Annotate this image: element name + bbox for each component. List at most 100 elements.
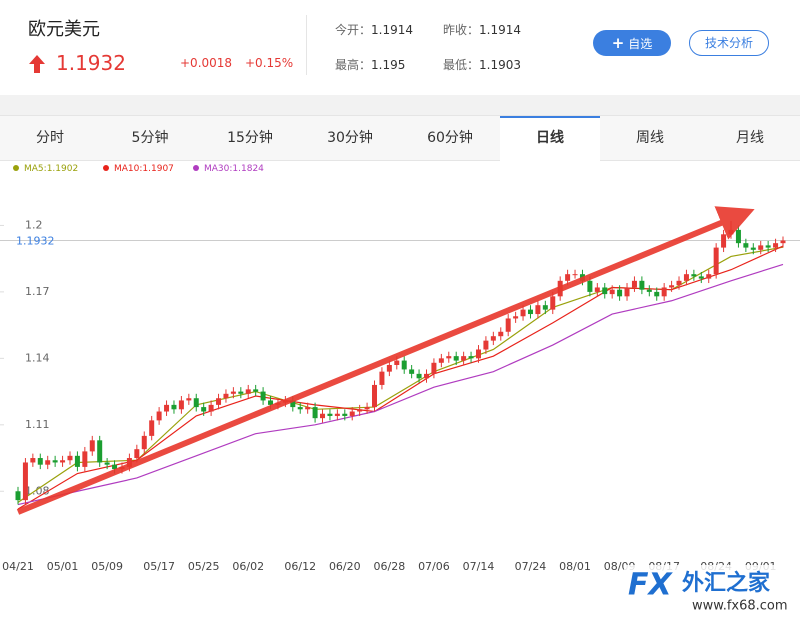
candle-body <box>126 458 132 467</box>
candle-body <box>721 234 727 248</box>
legend-label: MA30:1.1824 <box>204 164 264 174</box>
candle-body <box>624 287 630 297</box>
y-tick-label: 1.17 <box>25 285 50 298</box>
period-tab[interactable]: 周线 <box>600 116 700 161</box>
legend-marker <box>13 165 19 171</box>
legend-name: MA5 <box>24 164 44 174</box>
candle-body <box>572 274 578 276</box>
up-arrow <box>29 55 45 73</box>
trend-arrow <box>16 206 755 515</box>
candle-body <box>15 491 21 501</box>
candle-body <box>431 362 437 374</box>
candle-body <box>735 229 741 244</box>
stat-value: 1.195 <box>371 58 406 72</box>
stat: 今开：1.1914 <box>335 21 413 38</box>
separator <box>306 15 307 75</box>
x-tick-label: 04/21 <box>2 560 34 573</box>
candle-body <box>238 391 244 394</box>
candle-body <box>60 460 66 463</box>
candle-body <box>186 398 192 401</box>
legend-label: MA5:1.1902 <box>24 164 78 174</box>
x-tick-label: 06/02 <box>232 560 264 573</box>
candle-body <box>320 413 326 419</box>
period-tab[interactable]: 分时 <box>0 116 100 161</box>
legend-value: 1.1902 <box>47 164 79 174</box>
current-price: 1.1932 <box>56 51 126 75</box>
candle-body <box>37 458 43 465</box>
candle-body <box>594 287 600 292</box>
candle-body <box>527 309 533 315</box>
x-tick-label: 05/01 <box>47 560 79 573</box>
candle-body <box>52 460 58 463</box>
price-line-label: 1.1932 <box>16 235 55 248</box>
candle-body <box>22 462 28 501</box>
legend-sep: : <box>229 164 232 174</box>
x-tick-label: 08/17 <box>648 560 680 573</box>
candle-body <box>602 287 608 295</box>
candle-body <box>728 229 734 235</box>
candle-body <box>565 274 571 281</box>
candle-body <box>765 245 771 248</box>
stat-value: 1.1914 <box>479 23 522 37</box>
y-tick-label: 1.14 <box>25 351 50 364</box>
candle-body <box>357 409 363 412</box>
analysis-button[interactable]: 技术分析 <box>689 30 769 56</box>
candle-body <box>691 274 697 277</box>
legend-sep: : <box>139 164 142 174</box>
candle-body <box>490 336 496 341</box>
candle-body <box>683 274 689 281</box>
candle-body <box>676 280 682 286</box>
watermark-bg <box>624 565 800 617</box>
candle-body <box>446 356 452 359</box>
candle-body <box>416 373 422 379</box>
stat: 最高：1.195 <box>335 56 405 73</box>
candle-body <box>82 451 88 467</box>
x-tick-label: 05/25 <box>188 560 220 573</box>
candle-body <box>230 391 236 394</box>
y-tick-label: 1.11 <box>25 418 50 431</box>
period-tab[interactable]: 30分钟 <box>300 116 400 161</box>
candle-body <box>141 435 147 450</box>
candle-body <box>372 384 378 408</box>
period-tab[interactable]: 5分钟 <box>100 116 200 161</box>
candle-body <box>104 462 110 465</box>
candle-body <box>327 413 333 416</box>
stat-label: 最高： <box>335 58 372 72</box>
candle-body <box>535 305 541 315</box>
watchlist-button[interactable]: + 自选 <box>593 30 671 56</box>
candle-body <box>505 318 511 332</box>
gap <box>0 95 800 115</box>
candle-body <box>409 369 415 374</box>
watermark: FX 外汇之家 www.fx68.com <box>624 565 800 617</box>
candle-body <box>193 398 199 408</box>
stat: 最低：1.1903 <box>443 56 521 73</box>
candle-body <box>579 274 585 281</box>
stat: 昨收：1.1914 <box>443 21 521 38</box>
candle-body <box>89 440 95 452</box>
candle-body <box>245 389 251 394</box>
x-tick-label: 05/09 <box>91 560 123 573</box>
period-tab[interactable]: 60分钟 <box>400 116 500 161</box>
x-tick-label: 06/12 <box>284 560 316 573</box>
candle-body <box>97 440 103 463</box>
candle-body <box>542 305 548 310</box>
candle-body <box>297 407 303 410</box>
candle-body <box>750 247 756 250</box>
candle-body <box>386 365 392 372</box>
period-tab[interactable]: 15分钟 <box>200 116 300 161</box>
button-label: 自选 <box>628 37 653 51</box>
legend-label: MA10:1.1907 <box>114 164 174 174</box>
candle-body <box>149 420 155 436</box>
period-tab[interactable]: 月线 <box>700 116 800 161</box>
x-tick-label: 06/28 <box>374 560 406 573</box>
candle-body <box>438 358 444 363</box>
candle-body <box>654 291 660 297</box>
candle-body <box>773 243 779 248</box>
candle-body <box>520 309 526 317</box>
quote-header: 欧元美元 1.1932 +0.0018 +0.15% 今开：1.1914 昨收：… <box>0 0 800 95</box>
period-tab[interactable]: 日线 <box>500 116 600 161</box>
candle-body <box>394 360 400 365</box>
candle-body <box>178 400 184 410</box>
legend-marker <box>193 165 199 171</box>
price-change: +0.0018 <box>180 56 233 70</box>
